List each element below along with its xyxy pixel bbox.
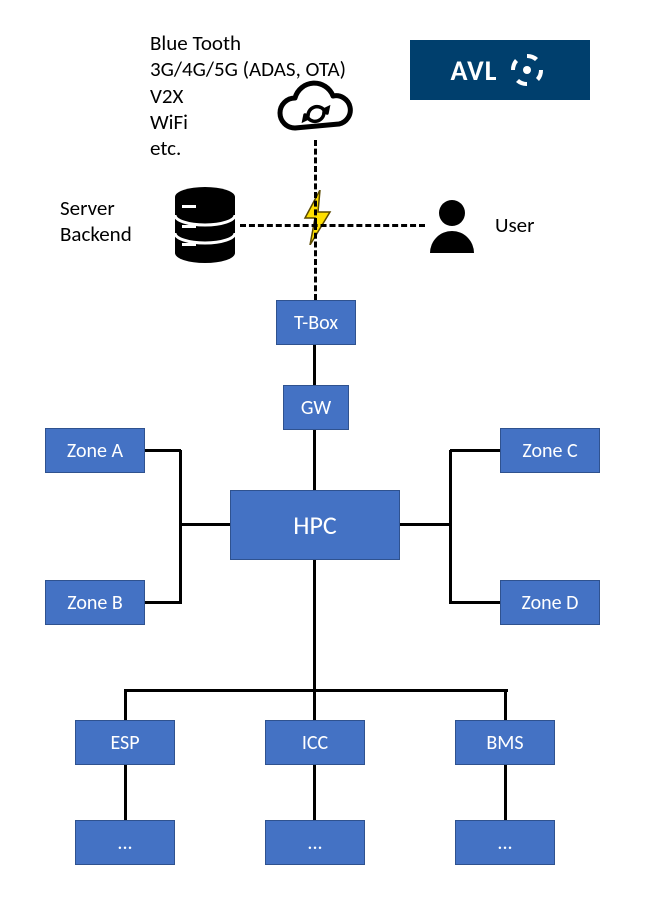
edge	[449, 450, 452, 604]
edge	[313, 765, 316, 820]
node-label: Zone A	[67, 439, 123, 463]
node-dots: ...	[75, 820, 175, 865]
edge	[450, 449, 500, 452]
edge	[313, 430, 316, 490]
node-label: BMS	[486, 731, 523, 755]
node-label: T-Box	[294, 311, 338, 335]
edge	[124, 689, 508, 692]
server-icon	[170, 185, 240, 270]
node-label: ...	[307, 831, 322, 855]
node-gw: GW	[283, 385, 349, 430]
node-zone-a: Zone A	[45, 428, 145, 473]
node-dots: ...	[265, 820, 365, 865]
node-label: ...	[117, 831, 132, 855]
tech-list-line: Blue Tooth	[150, 30, 346, 56]
edge-dashed	[314, 140, 317, 224]
user-label: User	[495, 212, 534, 238]
node-zone-c: Zone C	[500, 428, 600, 473]
edge	[400, 523, 451, 526]
node-dots: ...	[455, 820, 555, 865]
edge	[145, 601, 181, 604]
node-label: Zone D	[522, 591, 579, 615]
tech-list-line: 3G/4G/5G (ADAS, OTA)	[150, 56, 346, 82]
server-label: Server Backend	[60, 195, 132, 248]
node-esp: ESP	[75, 720, 175, 765]
logo-mark-icon	[505, 48, 549, 92]
edge	[313, 690, 316, 720]
node-bms: BMS	[455, 720, 555, 765]
edge-dashed	[240, 224, 425, 227]
node-label: ESP	[110, 731, 139, 755]
logo-text: AVL	[451, 53, 498, 88]
node-label: GW	[301, 396, 331, 420]
user-icon	[425, 195, 480, 260]
edge	[124, 765, 127, 820]
edge	[179, 450, 182, 604]
avl-logo: AVL	[410, 40, 590, 100]
edge	[450, 601, 500, 604]
edge	[313, 560, 316, 690]
node-hpc: HPC	[230, 490, 400, 560]
node-label: Zone C	[522, 439, 577, 463]
edge	[504, 690, 507, 720]
edge-dashed	[314, 224, 317, 300]
edge	[313, 345, 316, 385]
node-icc: ICC	[265, 720, 365, 765]
node-zone-d: Zone D	[500, 580, 600, 625]
lightning-icon	[300, 190, 335, 250]
node-label: HPC	[293, 509, 337, 541]
server-label-line: Backend	[60, 221, 132, 247]
edge	[180, 523, 230, 526]
node-label: ...	[497, 831, 512, 855]
server-label-line: Server	[60, 195, 132, 221]
cloud-icon	[270, 80, 360, 145]
node-label: Zone B	[67, 591, 123, 615]
node-zone-b: Zone B	[45, 580, 145, 625]
edge	[124, 690, 127, 720]
node-label: ICC	[302, 731, 328, 755]
edge	[504, 765, 507, 820]
edge	[145, 449, 181, 452]
node-tbox: T-Box	[276, 300, 356, 345]
